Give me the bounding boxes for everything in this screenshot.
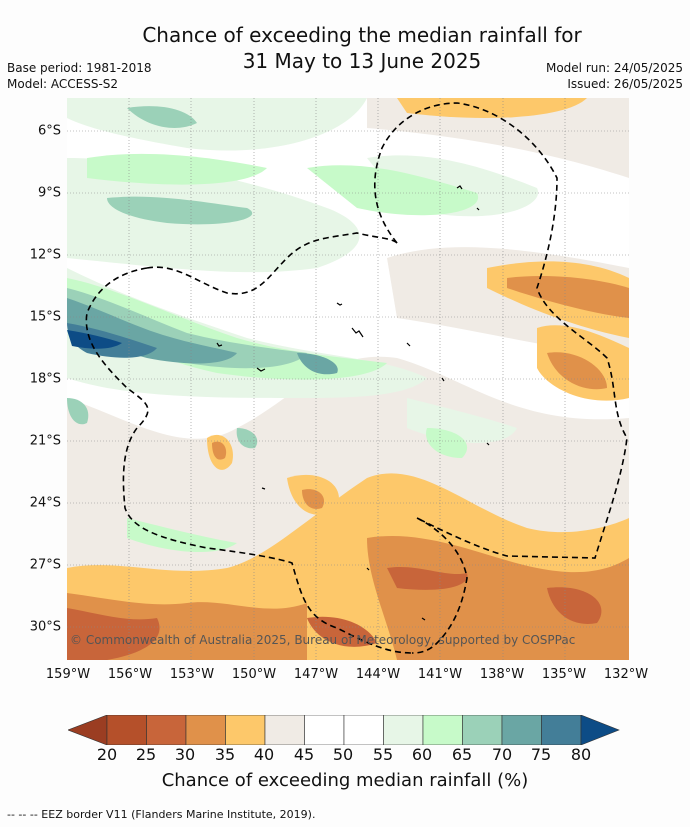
title-line-2: 31 May to 13 June 2025 xyxy=(242,49,482,73)
lon-label: 156°W xyxy=(107,667,153,682)
colorbar-segment xyxy=(541,715,582,745)
colorbar xyxy=(68,715,620,745)
lat-label: 15°S xyxy=(29,309,61,325)
lon-label: 144°W xyxy=(355,667,401,682)
colorbar-tick-label: 75 xyxy=(530,745,552,764)
colorbar-segment xyxy=(106,715,147,745)
dark-teal-regions xyxy=(67,298,338,375)
eez-borders xyxy=(85,102,628,654)
lat-label: 30°S xyxy=(29,619,61,635)
colorbar-segment xyxy=(343,715,384,745)
lat-label: 24°S xyxy=(29,495,61,511)
colorbar-extend-high xyxy=(580,715,620,745)
colorbar-segment xyxy=(383,715,424,745)
teal-green-regions xyxy=(67,106,307,449)
title-line-1: Chance of exceeding the median rainfall … xyxy=(142,23,582,47)
colorbar-tick-label: 35 xyxy=(214,745,236,764)
colorbar-segment xyxy=(264,715,305,745)
eez-footnote: -- -- -- EEZ border V11 (Flanders Marine… xyxy=(7,808,316,821)
lon-label: 138°W xyxy=(479,667,525,682)
model-run: Model run: 24/05/2025 xyxy=(545,61,683,75)
meta-left: Base period: 1981-2018 Model: ACCESS-S2 xyxy=(7,60,152,92)
colorbar-tick-label: 30 xyxy=(174,745,196,764)
colorbar-title: Chance of exceeding median rainfall (%) xyxy=(161,770,529,791)
base-period: Base period: 1981-2018 xyxy=(7,61,152,75)
colorbar-tick-label: 40 xyxy=(253,745,275,764)
colorbar-segment xyxy=(225,715,266,745)
colorbar-segment xyxy=(185,715,226,745)
graticule xyxy=(67,98,629,660)
copyright-note: © Commonwealth of Australia 2025, Bureau… xyxy=(70,633,576,647)
lon-label: 150°W xyxy=(231,667,277,682)
colorbar-tick-label: 60 xyxy=(411,745,433,764)
colorbar-extend-low xyxy=(68,715,108,745)
colorbar-segment xyxy=(304,715,345,745)
colorbar-segments xyxy=(68,715,620,745)
lat-label: 21°S xyxy=(29,433,61,449)
colorbar-segment xyxy=(422,715,463,745)
lon-label: 135°W xyxy=(541,667,587,682)
colorbar-tick-label: 65 xyxy=(451,745,473,764)
map-svg xyxy=(67,98,629,660)
colorbar-tick-label: 50 xyxy=(332,745,354,764)
colorbar-tick-label: 80 xyxy=(570,745,592,764)
colorbar-segment xyxy=(462,715,503,745)
colorbar-segment xyxy=(501,715,542,745)
lat-label: 18°S xyxy=(29,371,61,387)
colorbar-segment xyxy=(146,715,187,745)
rainfall-map xyxy=(67,98,629,660)
colorbar-tick-label: 70 xyxy=(491,745,513,764)
lat-label: 6°S xyxy=(37,123,61,139)
meta-right: Model run: 24/05/2025 Issued: 26/05/2025 xyxy=(546,60,683,92)
lon-label: 141°W xyxy=(417,667,463,682)
colorbar-tick-label: 20 xyxy=(96,745,118,764)
lon-label: 153°W xyxy=(169,667,215,682)
lon-label: 159°W xyxy=(45,667,91,682)
map-title: Chance of exceeding the median rainfall … xyxy=(0,22,690,74)
colorbar-tick-label: 45 xyxy=(293,745,315,764)
lat-label: 9°S xyxy=(37,185,61,201)
dark-orange-regions xyxy=(67,566,602,660)
model-name: Model: ACCESS-S2 xyxy=(7,77,119,91)
islands xyxy=(216,185,490,621)
lat-label: 27°S xyxy=(29,557,61,573)
darkest-blue-regions xyxy=(67,330,122,349)
colorbar-tick-label: 25 xyxy=(135,745,157,764)
lon-label: 132°W xyxy=(603,667,649,682)
colorbar-tick-label: 55 xyxy=(372,745,394,764)
lon-label: 147°W xyxy=(293,667,339,682)
issued-date: Issued: 26/05/2025 xyxy=(567,77,683,91)
lat-label: 12°S xyxy=(29,247,61,263)
